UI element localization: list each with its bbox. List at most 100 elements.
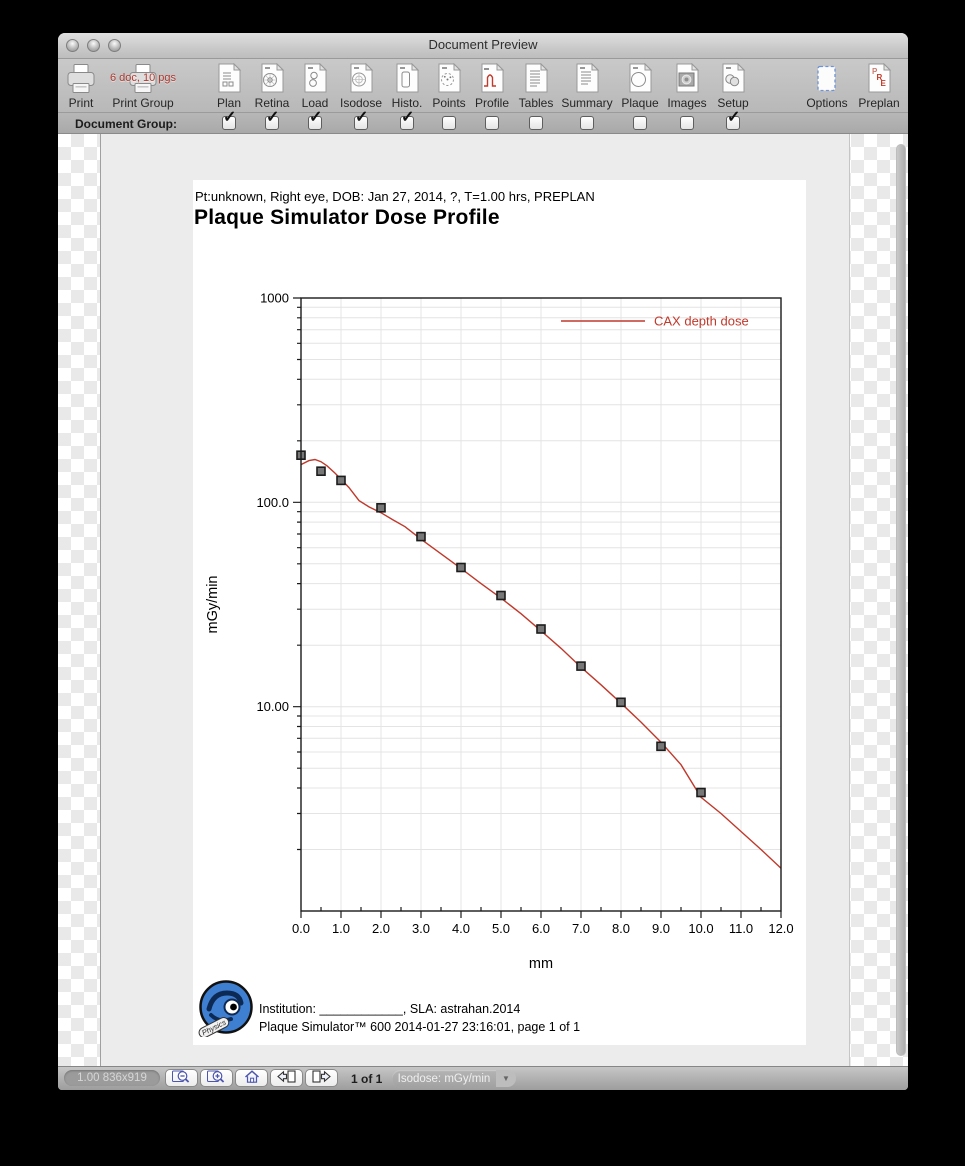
toolbar-item-label: Print bbox=[68, 96, 94, 110]
toolbar-item-label: Tables bbox=[518, 96, 554, 110]
data-point-marker bbox=[576, 661, 586, 671]
toolbar-item-plan[interactable]: Plan bbox=[193, 62, 265, 110]
checkmark-icon: ✓ bbox=[309, 109, 323, 126]
x-tick-label: 7.0 bbox=[572, 921, 590, 936]
data-point-marker bbox=[316, 466, 326, 477]
svg-text:R: R bbox=[877, 73, 883, 82]
document-group-checkbox-histo[interactable]: ✓ bbox=[400, 110, 414, 130]
summary-doc-icon bbox=[573, 62, 601, 95]
images-doc-icon bbox=[673, 62, 701, 95]
toolbar-item-label: Plan bbox=[216, 96, 242, 110]
x-tick-label: 5.0 bbox=[492, 921, 510, 936]
print-group-button[interactable]: Print Group 6 doc, 10 pgs bbox=[107, 62, 179, 110]
toolbar-item-points[interactable]: Points bbox=[413, 62, 485, 110]
checkmark-icon: ✓ bbox=[355, 109, 369, 126]
toolbar-item-retina[interactable]: Retina bbox=[236, 62, 308, 110]
toolbar-item-histo[interactable]: Histo. bbox=[371, 62, 443, 110]
close-button[interactable] bbox=[66, 39, 79, 52]
data-point-marker bbox=[616, 697, 626, 708]
data-point-marker bbox=[696, 787, 706, 798]
home-button[interactable] bbox=[235, 1069, 268, 1087]
prev-page-button[interactable] bbox=[270, 1069, 303, 1087]
axis-ticks bbox=[293, 297, 782, 918]
toolbar-item-profile[interactable]: Profile bbox=[456, 62, 528, 110]
document-group-checkbox-plan[interactable]: ✓ bbox=[222, 110, 236, 130]
toolbar-item-tables[interactable]: Tables bbox=[500, 62, 572, 110]
x-tick-label: 6.0 bbox=[532, 921, 550, 936]
x-tick-label: 4.0 bbox=[452, 921, 470, 936]
toolbar-item-setup[interactable]: Setup bbox=[697, 62, 769, 110]
titlebar[interactable]: Document Preview bbox=[58, 33, 908, 59]
x-tick-label: 11.0 bbox=[729, 921, 753, 936]
zoom-in-button[interactable] bbox=[200, 1069, 233, 1087]
print-button[interactable]: Print bbox=[58, 62, 117, 110]
plan-doc-icon bbox=[215, 62, 243, 95]
toolbar-item-label: Points bbox=[432, 96, 466, 110]
window-title: Document Preview bbox=[428, 37, 538, 52]
toolbar-item-label: Images bbox=[667, 96, 707, 110]
data-point-marker bbox=[376, 502, 386, 513]
document-group-checkbox-load[interactable]: ✓ bbox=[308, 110, 322, 130]
preplan-button[interactable]: P R E Preplan bbox=[843, 62, 908, 110]
next-page-icon bbox=[311, 1069, 332, 1087]
x-tick-label: 3.0 bbox=[412, 921, 430, 936]
document-group-checkbox-retina[interactable]: ✓ bbox=[265, 110, 279, 130]
vertical-scrollbar[interactable] bbox=[895, 136, 907, 1064]
zoom-info-pill: 1.00 836x919 bbox=[64, 1070, 160, 1086]
document-group-checkbox-summary[interactable] bbox=[580, 116, 594, 130]
toolbar-item-plaque[interactable]: Plaque bbox=[604, 62, 676, 110]
checkmark-icon: ✓ bbox=[401, 109, 415, 126]
toolbar-item-label: Retina bbox=[254, 96, 290, 110]
toolbar-item-label: Isodose bbox=[339, 96, 383, 110]
print-group-badge: 6 doc, 10 pgs bbox=[109, 72, 177, 84]
minimize-button[interactable] bbox=[87, 39, 100, 52]
toolbar-item-images[interactable]: Images bbox=[651, 62, 723, 110]
institution-line: Institution: ____________, SLA: astrahan… bbox=[259, 1002, 521, 1016]
x-tick-label: 2.0 bbox=[372, 921, 390, 936]
next-page-button[interactable] bbox=[305, 1069, 338, 1087]
maximize-button[interactable] bbox=[108, 39, 121, 52]
eye-physics-logo: Physics bbox=[197, 979, 255, 1039]
data-point-marker bbox=[416, 531, 426, 542]
toolbar-item-label: Print Group bbox=[112, 96, 174, 110]
zoom-in-icon bbox=[206, 1069, 228, 1087]
document-group-checkbox-points[interactable] bbox=[442, 116, 456, 130]
patient-info-line: Pt:unknown, Right eye, DOB: Jan 27, 2014… bbox=[195, 189, 595, 204]
statusbar: 1.00 836x919 1 of 1 Isodose: mGy/min ▼ bbox=[58, 1066, 908, 1090]
zoom-out-button[interactable] bbox=[165, 1069, 198, 1087]
points-doc-icon bbox=[435, 62, 463, 95]
retina-doc-icon bbox=[258, 62, 286, 95]
options-button[interactable]: Options bbox=[791, 62, 863, 110]
svg-text:P: P bbox=[872, 67, 878, 76]
toolbar-item-label: Options bbox=[806, 96, 848, 110]
zoom-out-icon bbox=[171, 1069, 193, 1087]
toolbar-item-load[interactable]: Load bbox=[279, 62, 351, 110]
y-tick-label: 1000 bbox=[260, 291, 289, 306]
data-point-marker bbox=[536, 624, 546, 634]
document-group-checkbox-tables[interactable] bbox=[529, 116, 543, 130]
isodose-units-dropdown[interactable]: Isodose: mGy/min ▼ bbox=[392, 1070, 516, 1087]
traffic-lights bbox=[66, 39, 121, 52]
y-tick-label: 100.0 bbox=[256, 495, 289, 510]
document-group-label: Document Group: bbox=[75, 117, 177, 131]
scrollbar-thumb[interactable] bbox=[896, 144, 906, 1056]
document-group-checkbox-images[interactable] bbox=[680, 116, 694, 130]
document-area: Pt:unknown, Right eye, DOB: Jan 27, 2014… bbox=[100, 134, 850, 1066]
document-preview-window: Document Preview Print Print Group 6 doc, … bbox=[58, 33, 908, 1090]
histogram-doc-icon bbox=[393, 62, 421, 95]
dose-profile-chart: CAX depth dose 0.0 1.0 2.0 3.0 4.0 5.0 6.0 7.0 8.… bbox=[193, 180, 806, 1045]
page-indicator: 1 of 1 bbox=[351, 1072, 383, 1086]
toolbar-item-summary[interactable]: Summary bbox=[551, 62, 623, 110]
y-axis-title: mGy/min bbox=[205, 576, 221, 634]
isodose-dropdown-label: Isodose: mGy/min bbox=[397, 1072, 491, 1085]
document-group-checkbox-setup[interactable]: ✓ bbox=[726, 110, 740, 130]
document-page: Pt:unknown, Right eye, DOB: Jan 27, 2014… bbox=[193, 180, 806, 1045]
document-group-checkbox-profile[interactable] bbox=[485, 116, 499, 130]
x-tick-label: 8.0 bbox=[612, 921, 630, 936]
document-group-checkbox-isodose[interactable]: ✓ bbox=[354, 110, 368, 130]
document-group-checkbox-plaque[interactable] bbox=[633, 116, 647, 130]
toolbar-item-label: Load bbox=[301, 96, 329, 110]
y-tick-label: 10.00 bbox=[256, 699, 289, 714]
toolbar-item-isodose[interactable]: Isodose bbox=[325, 62, 397, 110]
printer-icon bbox=[126, 62, 160, 95]
